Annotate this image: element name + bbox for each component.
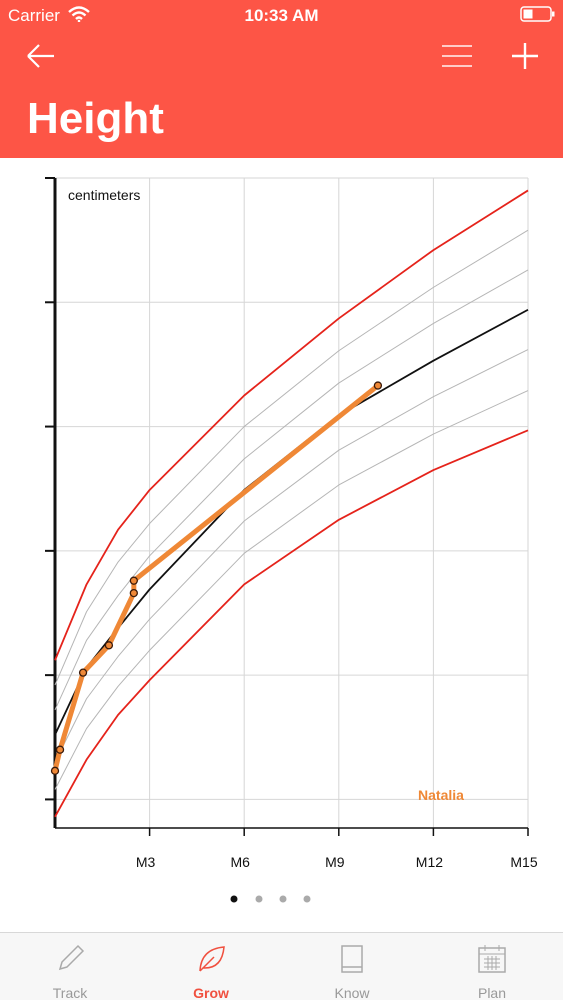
- tab[interactable]: Plan: [422, 933, 562, 1000]
- tab[interactable]: Know: [282, 933, 422, 1000]
- measurement-point: [50, 766, 60, 775]
- percentile-line: [54, 308, 529, 736]
- book-icon: [341, 945, 363, 973]
- page-dot[interactable]: [255, 895, 263, 903]
- menu-button[interactable]: [440, 42, 474, 70]
- calendar-icon: [478, 945, 506, 973]
- time: 10:33 AM: [244, 6, 319, 25]
- series-label: Natalia: [418, 787, 464, 803]
- carrier: Carrier: [8, 6, 60, 25]
- measurement-point: [373, 381, 383, 390]
- back-button[interactable]: [26, 42, 56, 70]
- y-axis-label: centimeters: [68, 187, 140, 203]
- child-line: [52, 383, 380, 772]
- percentile-line: [54, 269, 529, 711]
- percentile-line: [54, 429, 529, 818]
- measurement-point: [55, 745, 65, 754]
- wifi-icon: [68, 6, 90, 22]
- tab-label: Grow: [193, 985, 229, 1000]
- tab-bar: Track Grow Know Plan: [0, 932, 563, 1000]
- measurement-point: [129, 588, 138, 598]
- tab-label: Know: [334, 985, 370, 1000]
- x-tick-label: M15: [510, 854, 537, 870]
- add-button[interactable]: [510, 41, 540, 71]
- percentile-line: [54, 189, 529, 661]
- page-dot[interactable]: [303, 895, 311, 903]
- header: Carrier 10:33 AM Height: [0, 0, 563, 158]
- x-tick-label: M9: [325, 854, 345, 870]
- page-dot[interactable]: [279, 895, 287, 903]
- tab[interactable]: Grow: [141, 933, 281, 1000]
- percentile-line: [54, 390, 529, 790]
- battery-icon: [520, 6, 555, 22]
- page-dot[interactable]: [230, 895, 238, 903]
- x-tick-label: M3: [136, 854, 156, 870]
- tab[interactable]: Track: [0, 933, 140, 1000]
- measurement-point: [78, 668, 88, 677]
- measurement-point: [129, 576, 138, 585]
- chart: centimeters M3 M6 M9 M12 M15 Natalia: [45, 177, 538, 903]
- tab-label: Plan: [477, 985, 507, 1000]
- leaf-icon: [199, 946, 225, 972]
- measurement-point: [104, 641, 114, 650]
- x-tick-label: M12: [416, 854, 443, 870]
- pencil-icon: [58, 944, 85, 971]
- tab-label: Track: [52, 985, 88, 1000]
- page-title: Height: [27, 94, 164, 143]
- percentile-line: [54, 229, 529, 686]
- percentile-line: [54, 349, 529, 763]
- x-tick-label: M6: [230, 854, 250, 870]
